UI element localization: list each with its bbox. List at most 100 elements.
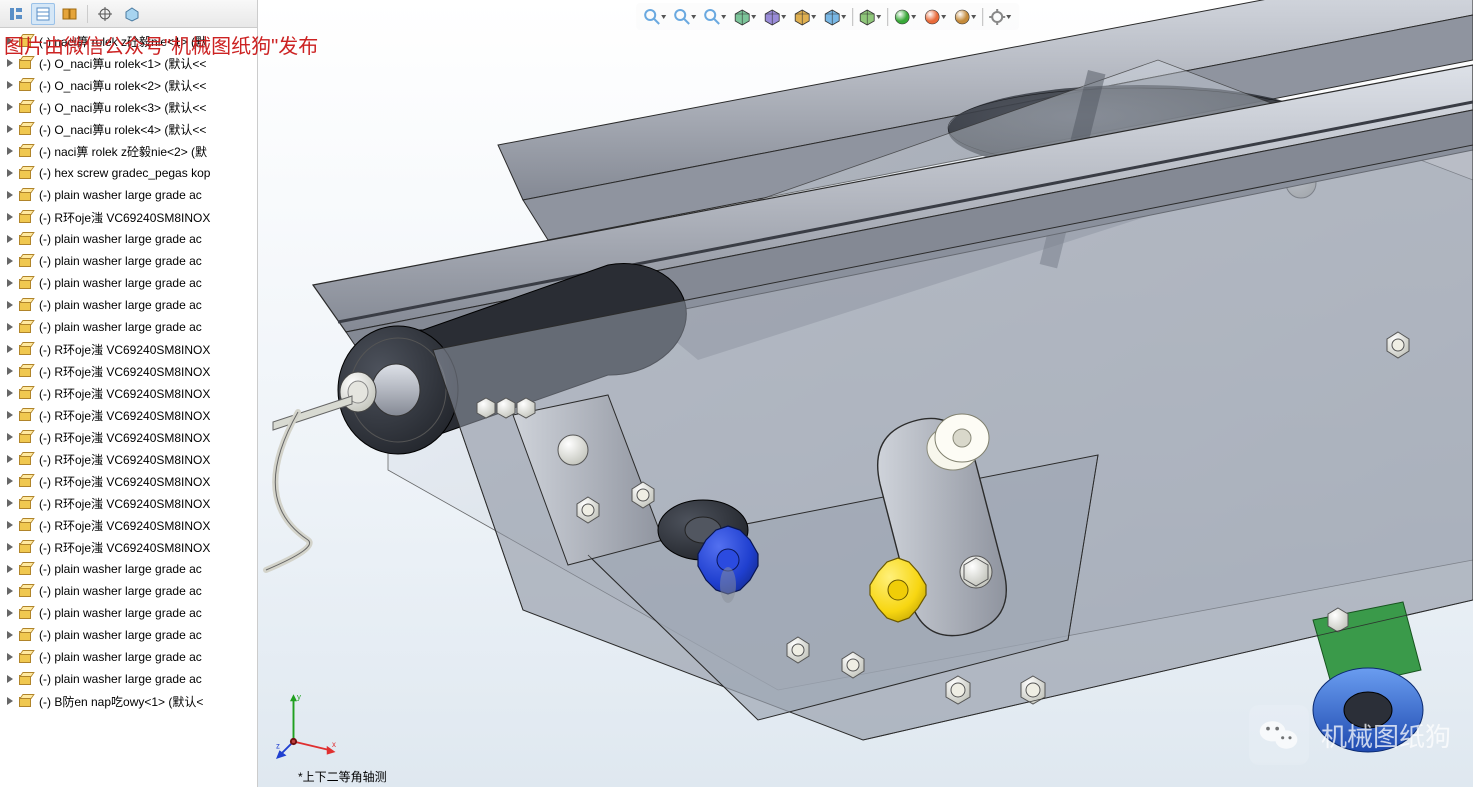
expand-caret-icon[interactable] [6, 234, 16, 244]
tree-item[interactable]: (-) plain washer large grade ac [0, 624, 257, 646]
tree-item[interactable]: (-) R环oje滍 VC69240SM8INOX [0, 338, 257, 360]
expand-caret-icon[interactable] [6, 498, 16, 508]
expand-caret-icon[interactable] [6, 542, 16, 552]
part-icon [19, 385, 35, 401]
tree-item[interactable]: (-) naci箅 rolek z砼毅nie<2> (默 [0, 140, 257, 162]
tree-view-button[interactable] [4, 3, 28, 25]
expand-caret-icon[interactable] [6, 190, 16, 200]
shadows-button[interactable] [792, 5, 818, 29]
zoom-area-button[interactable] [672, 5, 698, 29]
render-button[interactable] [952, 5, 978, 29]
tree-item[interactable]: (-) plain washer large grade ac [0, 316, 257, 338]
tree-item[interactable]: (-) naci箅 rolek z砼毅nie<1> (默 [0, 30, 257, 52]
expand-caret-icon[interactable] [6, 564, 16, 574]
tree-item[interactable]: (-) R环oje滍 VC69240SM8INOX [0, 448, 257, 470]
expand-caret-icon[interactable] [6, 102, 16, 112]
search-view-button[interactable] [120, 3, 144, 25]
tree-item[interactable]: (-) R环oje滍 VC69240SM8INOX [0, 426, 257, 448]
expand-caret-icon[interactable] [6, 168, 16, 178]
expand-caret-icon[interactable] [6, 388, 16, 398]
tree-item[interactable]: (-) B防en nap吃owy<1> (默认< [0, 690, 257, 712]
expand-caret-icon[interactable] [6, 256, 16, 266]
expand-caret-icon[interactable] [6, 608, 16, 618]
expand-caret-icon[interactable] [6, 476, 16, 486]
zoom-fit-button[interactable] [642, 5, 668, 29]
section-button[interactable] [732, 5, 758, 29]
config-view-button[interactable] [58, 3, 82, 25]
expand-caret-icon[interactable] [6, 674, 16, 684]
expand-caret-icon[interactable] [6, 36, 16, 46]
appearance-button[interactable] [922, 5, 948, 29]
expand-caret-icon[interactable] [6, 432, 16, 442]
expand-caret-icon[interactable] [6, 146, 16, 156]
part-icon [19, 517, 35, 533]
expand-caret-icon[interactable] [6, 652, 16, 662]
tree-item[interactable]: (-) O_naci箅u rolek<2> (默认<< [0, 74, 257, 96]
tree-item[interactable]: (-) R环oje滍 VC69240SM8INOX [0, 514, 257, 536]
model-viewport[interactable]: y x z *上下二等角轴测 机械图纸狗 [258, 0, 1473, 787]
part-icon [19, 341, 35, 357]
tree-item[interactable]: (-) plain washer large grade ac [0, 250, 257, 272]
tree-item-label: (-) naci箅 rolek z砼毅nie<2> (默 [39, 143, 207, 160]
expand-caret-icon[interactable] [6, 212, 16, 222]
viewport-toolbar [636, 3, 1019, 30]
feature-tree[interactable]: (-) naci箅 rolek z砼毅nie<1> (默(-) O_naci箅u… [0, 28, 257, 787]
part-icon [19, 99, 35, 115]
expand-caret-icon[interactable] [6, 278, 16, 288]
tree-item[interactable]: (-) plain washer large grade ac [0, 646, 257, 668]
tree-item-label: (-) R环oje滍 VC69240SM8INOX [39, 341, 210, 358]
tree-item[interactable]: (-) plain washer large grade ac [0, 184, 257, 206]
expand-caret-icon[interactable] [6, 366, 16, 376]
expand-caret-icon[interactable] [6, 696, 16, 706]
perspective-button[interactable] [822, 5, 848, 29]
tree-item[interactable]: (-) plain washer large grade ac [0, 228, 257, 250]
display-view-button[interactable] [93, 3, 117, 25]
tree-item-label: (-) R环oje滍 VC69240SM8INOX [39, 209, 210, 226]
tree-item[interactable]: (-) R环oje滍 VC69240SM8INOX [0, 360, 257, 382]
tree-item[interactable]: (-) plain washer large grade ac [0, 602, 257, 624]
sidebar-toolbar [0, 0, 257, 28]
tree-item[interactable]: (-) R环oje滍 VC69240SM8INOX [0, 492, 257, 514]
tree-item[interactable]: (-) plain washer large grade ac [0, 668, 257, 690]
part-icon [19, 407, 35, 423]
hide-show-button[interactable] [857, 5, 883, 29]
expand-caret-icon[interactable] [6, 300, 16, 310]
tree-item[interactable]: (-) hex screw gradec_pegas kop [0, 162, 257, 184]
part-icon [19, 275, 35, 291]
tree-item[interactable]: (-) R环oje滍 VC69240SM8INOX [0, 536, 257, 558]
expand-caret-icon[interactable] [6, 410, 16, 420]
tree-item[interactable]: (-) O_naci箅u rolek<1> (默认<< [0, 52, 257, 74]
part-icon [19, 77, 35, 93]
zoom-prev-button[interactable] [702, 5, 728, 29]
expand-caret-icon[interactable] [6, 58, 16, 68]
part-icon [19, 209, 35, 225]
expand-caret-icon[interactable] [6, 322, 16, 332]
tree-item[interactable]: (-) R环oje滍 VC69240SM8INOX [0, 382, 257, 404]
tree-item[interactable]: (-) plain washer large grade ac [0, 272, 257, 294]
part-icon [19, 187, 35, 203]
tree-item[interactable]: (-) R环oje滍 VC69240SM8INOX [0, 404, 257, 426]
tree-item-label: (-) plain washer large grade ac [39, 584, 202, 598]
expand-caret-icon[interactable] [6, 344, 16, 354]
tree-item[interactable]: (-) R环oje滍 VC69240SM8INOX [0, 470, 257, 492]
property-view-button[interactable] [31, 3, 55, 25]
expand-caret-icon[interactable] [6, 124, 16, 134]
part-icon [19, 693, 35, 709]
tree-item-label: (-) plain washer large grade ac [39, 298, 202, 312]
tree-item[interactable]: (-) plain washer large grade ac [0, 294, 257, 316]
expand-caret-icon[interactable] [6, 586, 16, 596]
expand-caret-icon[interactable] [6, 520, 16, 530]
expand-caret-icon[interactable] [6, 630, 16, 640]
tree-item[interactable]: (-) R环oje滍 VC69240SM8INOX [0, 206, 257, 228]
settings-button[interactable] [987, 5, 1013, 29]
tree-item[interactable]: (-) O_naci箅u rolek<4> (默认<< [0, 118, 257, 140]
scene-button[interactable] [892, 5, 918, 29]
tree-item[interactable]: (-) plain washer large grade ac [0, 580, 257, 602]
tree-item[interactable]: (-) O_naci箅u rolek<3> (默认<< [0, 96, 257, 118]
tree-item-label: (-) R环oje滍 VC69240SM8INOX [39, 407, 210, 424]
tree-item[interactable]: (-) plain washer large grade ac [0, 558, 257, 580]
expand-caret-icon[interactable] [6, 80, 16, 90]
tree-item-label: (-) plain washer large grade ac [39, 628, 202, 642]
expand-caret-icon[interactable] [6, 454, 16, 464]
display-style-button[interactable] [762, 5, 788, 29]
